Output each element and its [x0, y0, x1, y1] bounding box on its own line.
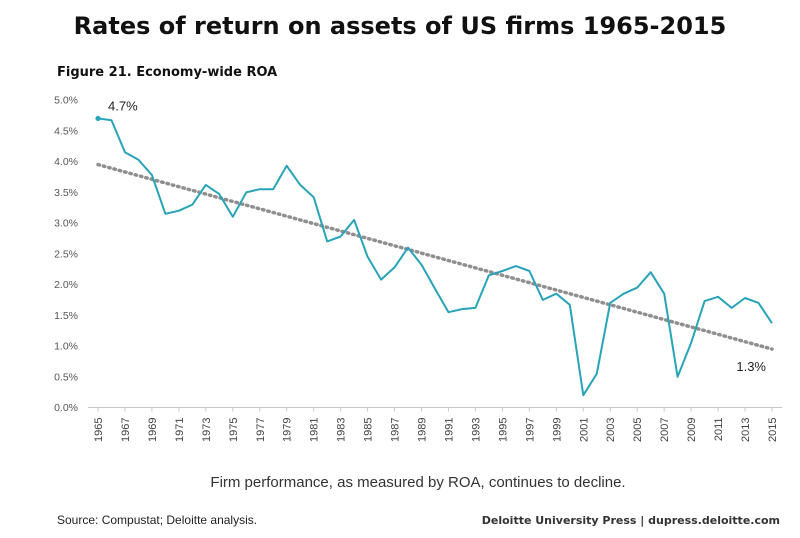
- x-tick-label: 1989: [417, 418, 429, 442]
- y-axis: 0.0% 0.5% 1.0% 1.5% 2.0% 2.5% 3.0% 3.5% 4.0% 4.5%…: [54, 95, 78, 415]
- chart-title: Rates of return on assets of US firms 19…: [73, 12, 727, 40]
- data-label-end: 1.3%: [736, 359, 766, 374]
- start-point-marker: [95, 115, 101, 122]
- y-tick-label: 1.0%: [54, 341, 78, 353]
- x-tick-label: 1997: [524, 418, 536, 442]
- y-tick-label: 2.0%: [54, 279, 78, 291]
- chart-caption: Firm performance, as measured by ROA, co…: [210, 474, 626, 491]
- x-tick-label: 1969: [147, 418, 159, 442]
- x-tick-label: 1981: [309, 418, 321, 442]
- series-line: [97, 117, 773, 397]
- x-tick-label: 1967: [120, 418, 132, 442]
- x-tick-label: 1973: [201, 418, 213, 442]
- trendline: [96, 162, 774, 351]
- y-tick-label: 0.0%: [54, 402, 78, 414]
- x-tick-label: 2007: [659, 418, 671, 442]
- source-note: Source: Compustat; Deloitte analysis.: [57, 513, 258, 527]
- x-tick-label: 2003: [605, 418, 617, 442]
- data-label-start: 4.7%: [108, 98, 138, 113]
- x-tick-label: 1985: [363, 418, 375, 442]
- y-tick-label: 3.0%: [54, 218, 78, 230]
- y-tick-label: 0.5%: [54, 371, 78, 383]
- x-tick-label: 1995: [497, 418, 509, 442]
- x-tick-label: 2009: [686, 418, 698, 442]
- x-tick-label: 1965: [93, 418, 105, 442]
- x-tick-label: 2011: [713, 418, 725, 442]
- x-tick-label: 1983: [336, 418, 348, 442]
- y-tick-label: 2.5%: [54, 248, 78, 260]
- x-tick-label: 1977: [255, 418, 267, 442]
- y-tick-label: 4.0%: [54, 156, 78, 168]
- x-tick-label: 1979: [282, 418, 294, 442]
- y-tick-label: 5.0%: [54, 95, 78, 107]
- x-tick-label: 2005: [632, 418, 644, 442]
- y-tick-label: 3.5%: [54, 187, 78, 199]
- figure-label: Figure 21. Economy-wide ROA: [57, 65, 278, 80]
- annotation-layer: 4.7% 1.3%: [108, 98, 766, 374]
- x-tick-label: 1971: [174, 418, 186, 442]
- y-tick-label: 1.5%: [54, 310, 78, 322]
- x-tick-label: 1993: [470, 418, 482, 442]
- x-tick-label: 1999: [551, 418, 563, 442]
- x-tick-label: 1991: [443, 418, 455, 442]
- x-tick-label: 1975: [228, 418, 240, 442]
- series-layer: [95, 115, 773, 397]
- x-tick-label: 2015: [767, 418, 779, 442]
- publisher-credit: Deloitte University Press | dupress.delo…: [481, 514, 780, 527]
- y-tick-label: 4.5%: [54, 125, 78, 137]
- trendline-layer: [96, 162, 774, 351]
- x-tick-label: 2013: [740, 418, 752, 442]
- x-tick-label: 1987: [390, 418, 402, 442]
- x-tick-label: 2001: [578, 418, 590, 442]
- x-axis: 1965 1967 1969 1971 1973 1975 1977 1979 1981 1983…: [88, 407, 782, 442]
